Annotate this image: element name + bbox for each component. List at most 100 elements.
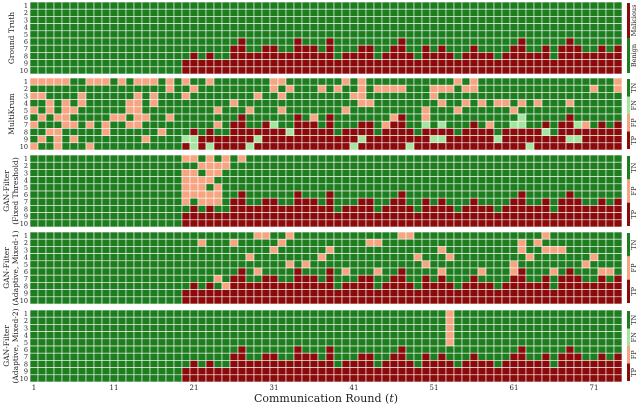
- heatmap-cell: [253, 260, 263, 269]
- row-tick-label: 7: [24, 121, 28, 129]
- heatmap-cell: [357, 142, 367, 151]
- heatmap-cell: [125, 66, 135, 75]
- heatmap-cell: [109, 16, 119, 24]
- heatmap-cell: [501, 197, 511, 206]
- heatmap-cell: [381, 84, 391, 93]
- heatmap-cell: [101, 135, 111, 144]
- heatmap-cell: [477, 113, 487, 122]
- heatmap-cell: [61, 205, 71, 213]
- heatmap-cell: [541, 99, 551, 108]
- heatmap-cell: [429, 296, 439, 305]
- heatmap-cell: [421, 246, 431, 254]
- heatmap-cell: [405, 289, 415, 298]
- heatmap-cell: [341, 212, 351, 221]
- heatmap-cell: [117, 231, 127, 240]
- heatmap-cell: [597, 296, 607, 305]
- heatmap-cell: [61, 238, 71, 247]
- heatmap-cell: [141, 338, 151, 347]
- heatmap-cell: [397, 183, 407, 192]
- heatmap-cell: [493, 267, 503, 276]
- heatmap-cell: [277, 338, 287, 347]
- heatmap-cell: [117, 324, 127, 332]
- heatmap-cell: [445, 135, 455, 144]
- row-tick-label: 3: [24, 92, 28, 100]
- heatmap-cell: [141, 205, 151, 213]
- heatmap-cell: [493, 374, 503, 383]
- heatmap-cell: [197, 128, 207, 136]
- heatmap-cell: [77, 324, 87, 332]
- heatmap-cell: [61, 212, 71, 221]
- heatmap-cell: [589, 374, 599, 383]
- heatmap-cell: [509, 324, 519, 332]
- heatmap-cell: [493, 260, 503, 269]
- heatmap-cell: [365, 190, 375, 199]
- heatmap-cell: [461, 190, 471, 199]
- heatmap-cell: [205, 309, 215, 318]
- heatmap-cell: [205, 92, 215, 100]
- heatmap-cell: [293, 1, 303, 10]
- heatmap-cell: [445, 176, 455, 185]
- heatmap-cell: [77, 267, 87, 276]
- heatmap-cell: [437, 238, 447, 247]
- heatmap-cell: [517, 360, 527, 368]
- heatmap-cell: [573, 238, 583, 247]
- heatmap-cell: [69, 253, 79, 262]
- heatmap-cell: [325, 324, 335, 332]
- heatmap-cell: [597, 52, 607, 60]
- heatmap-cell: [165, 1, 175, 10]
- heatmap-cell: [301, 289, 311, 298]
- heatmap-cell: [253, 154, 263, 163]
- heatmap-cell: [317, 316, 327, 325]
- heatmap-cell: [317, 309, 327, 318]
- heatmap-cell: [493, 309, 503, 318]
- heatmap-cell: [549, 16, 559, 24]
- heatmap-cell: [605, 296, 615, 305]
- heatmap-cell: [413, 267, 423, 276]
- heatmap-cell: [261, 374, 271, 383]
- heatmap-cell: [125, 267, 135, 276]
- heatmap-cell: [517, 374, 527, 383]
- heatmap-cell: [149, 176, 159, 185]
- heatmap-cell: [109, 106, 119, 115]
- heatmap-cell: [285, 260, 295, 269]
- heatmap-cell: [373, 260, 383, 269]
- heatmap-cell: [61, 197, 71, 206]
- heatmap-cell: [301, 16, 311, 24]
- heatmap-cell: [229, 161, 239, 170]
- heatmap-cell: [389, 44, 399, 53]
- heatmap-cell: [285, 309, 295, 318]
- legend-label: FP: [630, 263, 638, 273]
- heatmap-cell: [613, 99, 623, 108]
- heatmap-cell: [173, 238, 183, 247]
- heatmap-cell: [269, 352, 279, 361]
- heatmap-cell: [469, 246, 479, 254]
- heatmap-cell: [469, 169, 479, 177]
- heatmap-cell: [413, 161, 423, 170]
- heatmap-cell: [485, 324, 495, 332]
- row-tick-label: 6: [24, 346, 28, 354]
- heatmap-cell: [53, 267, 63, 276]
- heatmap-cell: [53, 8, 63, 17]
- heatmap-cell: [573, 37, 583, 46]
- heatmap-cell: [149, 169, 159, 177]
- heatmap-cell: [325, 77, 335, 86]
- heatmap-cell: [85, 44, 95, 53]
- heatmap-cell: [541, 331, 551, 340]
- heatmap-cell: [509, 331, 519, 340]
- heatmap-cell: [565, 59, 575, 68]
- heatmap-cell: [605, 367, 615, 376]
- heatmap-cell: [349, 246, 359, 254]
- heatmap-cell: [253, 231, 263, 240]
- heatmap-cell: [357, 135, 367, 144]
- heatmap-cell: [373, 106, 383, 115]
- heatmap-cell: [509, 212, 519, 221]
- heatmap-cell: [613, 183, 623, 192]
- heatmap-cell: [181, 367, 191, 376]
- heatmap-cell: [189, 92, 199, 100]
- heatmap-cell: [317, 1, 327, 10]
- heatmap-cell: [581, 77, 591, 86]
- heatmap-cell: [181, 77, 191, 86]
- heatmap-cell: [309, 190, 319, 199]
- heatmap-cell: [277, 77, 287, 86]
- heatmap-cell: [357, 84, 367, 93]
